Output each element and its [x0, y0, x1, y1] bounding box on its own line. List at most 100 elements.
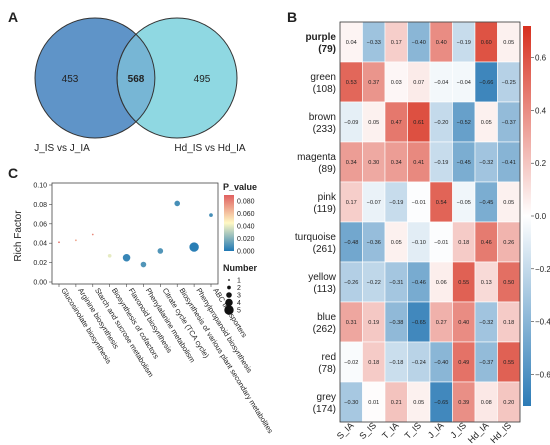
y-tick-label: 0.02: [33, 260, 47, 267]
colorbar-tick-label: −0.6: [535, 370, 550, 379]
heatmap-cell-value: 0.06: [436, 280, 447, 286]
panel-label-b: B: [287, 9, 297, 25]
heatmap-cell-value: −0.19: [457, 40, 471, 46]
heatmap-row-count: (108): [313, 84, 336, 95]
heatmap-cell-value: −0.10: [412, 240, 426, 246]
heatmap-cell-value: −0.22: [367, 280, 381, 286]
pvalue-legend: P_value 0.080 0.060 0.040 0.020 0.000: [223, 182, 257, 256]
heatmap-cell-value: 0.08: [481, 400, 492, 406]
y-tick-label: 0.10: [33, 183, 47, 190]
heatmap-row-labels: purple(79) green(108) brown(233) magenta(89…: [295, 32, 337, 415]
heatmap-cell-value: −0.46: [412, 280, 426, 286]
heatmap-cell-value: 0.34: [346, 160, 357, 166]
heatmap-row-name: yellow: [308, 272, 337, 283]
heatmap-cell-value: 0.18: [368, 360, 379, 366]
heatmap-cell-value: 0.20: [503, 400, 514, 406]
heatmap-cell-value: 0.05: [368, 120, 379, 126]
heatmap-cell-value: 0.54: [436, 200, 447, 206]
venn-intersection: [116, 33, 156, 123]
heatmap-row-count: (174): [313, 404, 336, 415]
heatmap-cell-value: −0.32: [479, 320, 493, 326]
heatmap-row-name: brown: [309, 112, 336, 123]
heatmap-column-label: J_IA: [426, 420, 446, 440]
heatmap-cell-value: 0.18: [458, 240, 469, 246]
heatmap-cell-value: 0.05: [391, 240, 402, 246]
heatmap-row-name: turquoise: [295, 232, 337, 243]
heatmap-cell-value: 0.05: [503, 200, 514, 206]
heatmap-column-label: T_IS: [403, 420, 424, 441]
pvalue-legend-title: P_value: [223, 182, 257, 192]
heatmap-column-label: Hd_IA: [466, 420, 491, 445]
heatmap-cell-value: 0.21: [391, 400, 402, 406]
number-legend-dot: [224, 305, 234, 315]
number-legend-dot: [225, 298, 233, 307]
heatmap-cell-value: −0.20: [434, 120, 448, 126]
heatmap-cell-value: −0.65: [412, 320, 426, 326]
bubble-point: [174, 200, 181, 207]
heatmap-cell-value: −0.45: [457, 160, 471, 166]
heatmap-column-label: S_IA: [335, 420, 356, 441]
heatmap-cell-value: 0.47: [391, 120, 402, 126]
heatmap-cell-value: −0.25: [502, 80, 516, 86]
heatmap-cell-value: −0.24: [412, 360, 426, 366]
colorbar-tick-label: 0.0: [535, 212, 547, 221]
heatmap-cell-value: 0.30: [368, 160, 379, 166]
heatmap-row-name: blue: [317, 312, 336, 323]
heatmap-row-count: (262): [313, 324, 336, 335]
pvalue-tick-label: 0.020: [237, 236, 255, 243]
heatmap-cell-value: −0.01: [434, 240, 448, 246]
pvalue-tick-label: 0.040: [237, 224, 255, 231]
heatmap-row-name: magenta: [297, 152, 336, 163]
heatmap-row-name: pink: [318, 192, 337, 203]
bubble-point: [209, 213, 213, 217]
y-tick-label: 0.08: [33, 202, 47, 209]
y-axis-label: Rich Factor: [13, 210, 24, 262]
heatmap-cell-value: 0.37: [368, 80, 379, 86]
bubble-point: [58, 241, 60, 244]
venn-right-label: Hd_IS vs Hd_IA: [174, 143, 245, 154]
pvalue-tick-label: 0.080: [237, 199, 255, 206]
colorbar-tick-label: 0.4: [535, 106, 547, 115]
number-legend-dot: [227, 285, 231, 290]
heatmap-cell-value: 0.01: [368, 400, 379, 406]
heatmap-cell-value: 0.27: [436, 320, 447, 326]
heatmap-cell-value: −0.09: [344, 120, 358, 126]
number-legend-dot: [228, 279, 230, 281]
number-legend-label: 5: [237, 308, 241, 315]
number-legend-label: 1: [237, 278, 241, 285]
heatmap-row-name: grey: [317, 392, 336, 403]
heatmap: 0.04 −0.33 0.17 −0.40 0.40 −0.19 0.60 0.05 0.53 0…: [295, 21, 550, 445]
panel-label-a: A: [8, 9, 18, 25]
heatmap-column-label: J_IS: [448, 420, 468, 440]
heatmap-cell-value: 0.26: [503, 240, 514, 246]
heatmap-cell-value: −0.45: [479, 200, 493, 206]
heatmap-cell-value: −0.01: [412, 200, 426, 206]
heatmap-cell-value: 0.46: [481, 240, 492, 246]
heatmap-row-count: (261): [313, 244, 336, 255]
heatmap-cell-value: −0.33: [367, 40, 381, 46]
heatmap-cell-value: −0.31: [389, 280, 403, 286]
heatmap-row-count: (119): [313, 204, 336, 215]
panel-label-c: C: [8, 165, 18, 181]
heatmap-cell-value: 0.34: [391, 160, 402, 166]
heatmap-row-count: (233): [313, 124, 336, 135]
heatmap-cell-value: −0.04: [457, 80, 471, 86]
y-tick-label: 0.04: [33, 241, 47, 248]
colorbar-tick-label: −0.4: [535, 318, 550, 327]
number-legend-label: 2: [237, 285, 241, 292]
heatmap-cell-value: −0.05: [457, 200, 471, 206]
heatmap-cell-value: −0.65: [434, 400, 448, 406]
plot-frame: [51, 182, 219, 285]
venn-right-only-count: 495: [194, 74, 211, 85]
heatmap-cell-value: 0.19: [368, 320, 379, 326]
bubble-plot: Rich Factor 0.00 0.02 0.04 0.06 0.08 0.10 Glu…: [13, 182, 275, 435]
heatmap-cell-value: 0.31: [346, 320, 357, 326]
pvalue-tick-label: 0.060: [237, 211, 255, 218]
pvalue-legend-gradient: [224, 195, 234, 251]
heatmap-cell-value: 0.49: [458, 360, 469, 366]
heatmap-cell-value: −0.41: [502, 160, 516, 166]
heatmap-cell-value: −0.38: [389, 320, 403, 326]
colorbar-tick-label: −0.2: [535, 265, 550, 274]
heatmap-cell-value: −0.32: [479, 160, 493, 166]
